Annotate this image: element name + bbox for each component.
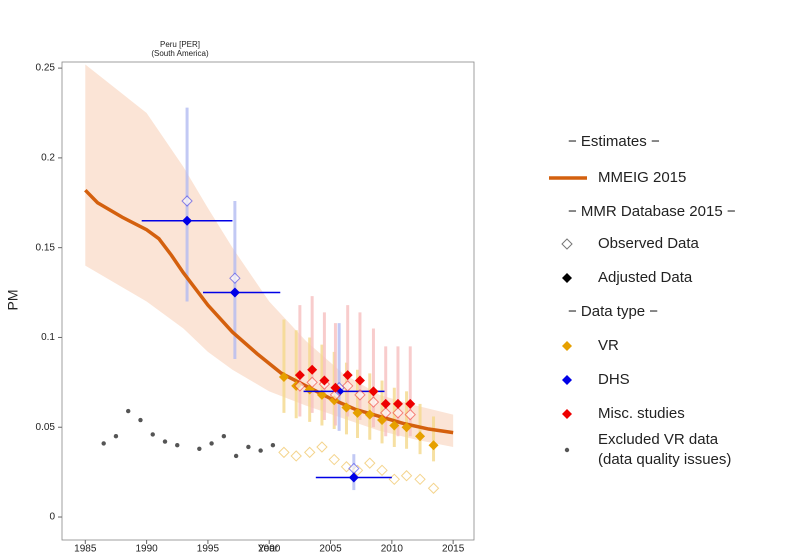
observed-point — [367, 396, 380, 408]
x-tick-label: 2000 — [258, 544, 281, 554]
legend-header: − Estimates − — [568, 133, 660, 150]
adjusted-point — [392, 398, 403, 409]
y-tick-label: 0 — [49, 512, 55, 523]
adjusted-point — [316, 389, 327, 400]
observed-point — [376, 464, 388, 477]
observed-point — [340, 461, 353, 473]
adjusted-point — [405, 398, 416, 409]
adjusted-point — [377, 415, 388, 426]
adjusted-point — [364, 409, 375, 420]
observed-point — [404, 408, 416, 421]
adjusted-point — [415, 431, 426, 442]
observed-point — [306, 376, 318, 389]
y-tick-label: 0.1 — [41, 332, 55, 343]
x-axis-label: Year — [258, 544, 279, 554]
adjusted-point — [368, 386, 379, 397]
excluded-point — [126, 408, 131, 414]
observed-point — [364, 457, 376, 469]
legend-label: Misc. studies — [598, 405, 685, 422]
observed-point — [328, 453, 340, 466]
excluded-point — [175, 442, 180, 448]
y-tick-label: 0.15 — [36, 242, 56, 253]
chart-title: Peru [PER] — [160, 40, 200, 49]
adjusted-point — [380, 398, 391, 409]
observed-point — [400, 470, 413, 482]
observed-point — [290, 450, 302, 462]
legend-label: MMEIG 2015 — [598, 169, 686, 186]
x-tick-label: 2010 — [381, 544, 404, 554]
plot-area — [84, 64, 454, 494]
adjusted-point — [278, 371, 289, 382]
chart-subtitle: (South America) — [151, 49, 209, 58]
y-tick-label: 0.2 — [41, 153, 55, 164]
adjusted-point — [401, 422, 412, 433]
observed-point — [354, 389, 366, 401]
observed-point — [329, 389, 342, 401]
legend-diamond — [562, 273, 572, 283]
observed-point — [392, 407, 404, 419]
legend-label: Excluded VR data — [598, 431, 719, 448]
excluded-point — [138, 417, 143, 423]
x-tick-label: 1995 — [197, 544, 220, 554]
adjusted-point — [341, 402, 352, 413]
excluded-point — [150, 432, 155, 437]
excluded-point — [258, 448, 263, 453]
excluded-point — [209, 441, 214, 446]
excluded-point — [270, 442, 276, 448]
observed-point — [427, 482, 440, 494]
adjusted-point — [294, 370, 305, 381]
legend-label: Observed Data — [598, 235, 700, 252]
observed-point — [278, 446, 290, 459]
legend-dot — [564, 447, 570, 453]
y-tick-label: 0.05 — [36, 422, 56, 433]
legend-diamond — [562, 409, 572, 419]
legend-diamond — [562, 375, 572, 385]
legend-header: − Data type − — [568, 303, 658, 320]
excluded-point — [197, 446, 202, 451]
observed-point — [303, 446, 316, 459]
adjusted-point — [389, 420, 400, 431]
x-tick-label: 2015 — [442, 544, 465, 554]
uncertainty-band — [85, 64, 454, 447]
observed-point — [181, 195, 193, 207]
legend-label: Adjusted Data — [598, 269, 693, 286]
excluded-point — [246, 444, 251, 450]
legend-diamond — [562, 341, 572, 351]
plot-border — [61, 61, 475, 541]
observed-point — [414, 473, 426, 486]
x-tick-label: 1985 — [74, 544, 97, 554]
legend-label: VR — [598, 337, 619, 354]
adjusted-point — [342, 370, 353, 381]
excluded-point — [162, 439, 168, 444]
legend-header: − MMR Database 2015 − — [568, 203, 736, 220]
adjusted-point — [307, 364, 318, 375]
excluded-point — [233, 453, 239, 459]
legend-open-diamond — [561, 238, 573, 250]
legend-label: DHS — [598, 371, 630, 388]
x-tick-label: 2005 — [319, 544, 342, 554]
x-tick-label: 1990 — [135, 544, 158, 554]
adjusted-point — [229, 287, 240, 298]
legend: − Estimates − MMEIG 2015 − MMR Database 20… — [549, 133, 736, 468]
adjusted-point — [330, 382, 341, 393]
excluded-point — [101, 441, 106, 446]
observed-point — [380, 407, 392, 419]
adjusted-point — [352, 407, 363, 418]
excluded-point — [221, 434, 227, 439]
adjusted-point — [182, 215, 193, 226]
adjusted-point — [348, 472, 359, 483]
y-tick-label: 0.25 — [36, 63, 56, 74]
excluded-point — [113, 434, 119, 439]
adjusted-point — [354, 375, 365, 386]
adjusted-point — [428, 440, 439, 451]
y-axis-label: PM — [5, 290, 21, 311]
legend-label: (data quality issues) — [598, 451, 731, 468]
observed-point — [294, 380, 306, 392]
observed-point — [229, 272, 241, 284]
observed-point — [316, 441, 328, 453]
observed-point — [341, 380, 354, 392]
adjusted-point — [319, 375, 330, 386]
